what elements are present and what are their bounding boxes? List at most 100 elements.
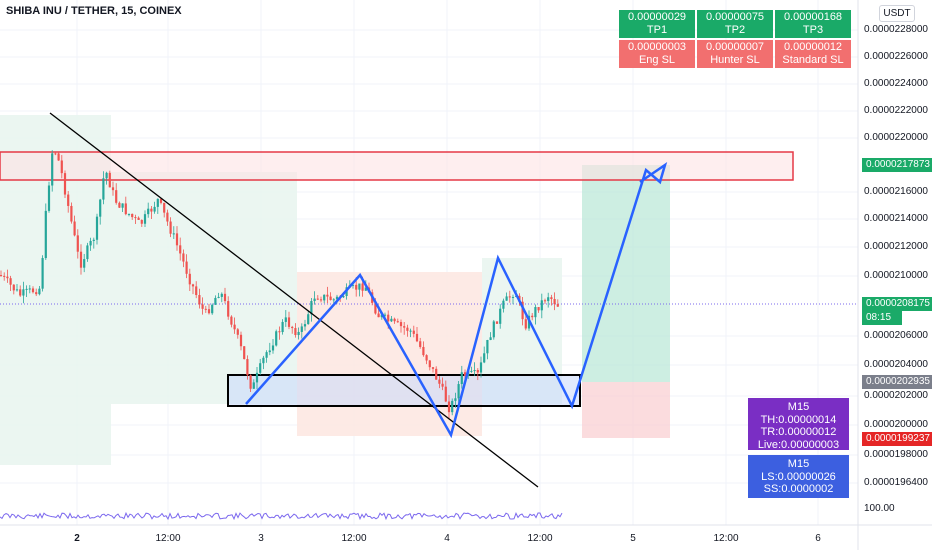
x-tick: 6: [815, 533, 821, 544]
candle-body: [41, 258, 44, 289]
y-tick: 0.0000204000: [864, 359, 928, 370]
candle-body: [406, 327, 409, 331]
candle-body: [495, 321, 499, 324]
tp1-label: TP1: [646, 24, 668, 36]
info-box-ls: LS:0.00000026: [761, 470, 836, 483]
candle-body: [188, 273, 191, 285]
candle-body: [403, 326, 406, 328]
candle-body: [124, 203, 127, 215]
candle-body: [0, 275, 3, 276]
candle-body: [447, 401, 451, 413]
candle-body: [441, 383, 444, 387]
y-tick: 0.0000228000: [864, 24, 928, 35]
candle-body: [60, 160, 63, 174]
eng-sl-value: 0.00000003: [627, 41, 687, 53]
candle-body: [534, 307, 537, 318]
candle-body: [150, 208, 153, 212]
candle-body: [316, 298, 319, 300]
y-tick: 0.0000206000: [864, 330, 928, 341]
candle-body: [89, 240, 92, 246]
candle-body: [79, 251, 83, 268]
y-tick: 0.0000198000: [864, 449, 928, 460]
candle-body: [127, 213, 131, 215]
info-box-th: TH:0.00000014: [760, 413, 837, 426]
candle-body: [31, 288, 35, 293]
eng-sl-label: Eng SL: [638, 54, 676, 66]
candle-body: [393, 318, 396, 322]
candle-body: [278, 331, 281, 333]
candle-body: [454, 398, 457, 401]
candle-body: [303, 324, 307, 327]
candle-body: [169, 221, 172, 234]
candle-body: [92, 239, 95, 241]
candle-body: [265, 352, 268, 358]
info-box-title: M15: [787, 401, 810, 413]
y-tick: 0.0000226000: [864, 51, 928, 62]
candle-body: [291, 326, 294, 329]
candle-body: [172, 233, 175, 235]
candle-body: [15, 289, 19, 291]
y-tick: 0.0000196400: [864, 477, 928, 488]
candle-body: [547, 297, 550, 302]
candle-body: [19, 289, 22, 296]
candle-body: [38, 288, 41, 295]
tp2-value: 0.00000075: [705, 11, 765, 23]
candle-body: [556, 304, 559, 307]
candle-body: [204, 308, 207, 310]
candle-body: [198, 295, 201, 305]
candle-body: [35, 292, 38, 295]
candle-body: [550, 297, 553, 300]
y-tick: 0.0000210000: [864, 270, 928, 281]
candle-body: [63, 173, 67, 195]
candle-body: [131, 213, 134, 218]
candle-body: [553, 299, 556, 305]
oscillator-line: [0, 511, 563, 521]
candle-body: [201, 304, 204, 309]
candle-body: [182, 253, 185, 262]
candle-body: [419, 341, 422, 347]
symbol-title[interactable]: SHIBA INU / TETHER, 15, COINEX: [6, 5, 182, 17]
zones: [0, 115, 794, 465]
price-label-tp: 0.0000217873: [862, 158, 932, 172]
candle-body: [217, 296, 220, 298]
hunter-sl-label: Hunter SL: [710, 54, 760, 66]
candle-body: [179, 245, 182, 254]
candle-body: [505, 296, 508, 301]
candle-body: [444, 386, 447, 402]
tp-sl-table: 0.00000029 TP1 0.00000075 TP2 0.00000168 TP…: [617, 8, 853, 70]
candle-body: [294, 328, 297, 336]
trend-line[interactable]: [49, 112, 539, 488]
x-tick: 12:00: [155, 533, 181, 544]
candle-body: [492, 321, 495, 338]
candle-body: [470, 370, 473, 372]
candle-body: [143, 214, 147, 224]
candle-body: [220, 293, 223, 297]
long-position-profit: [582, 165, 670, 382]
currency-button[interactable]: USDT: [879, 5, 915, 22]
candle-body: [425, 355, 428, 361]
y-tick: 0.0000222000: [864, 105, 928, 116]
price-label-entry: 0.0000202935: [862, 375, 932, 389]
candle-body: [323, 294, 326, 301]
candle-body: [355, 284, 358, 290]
candle-body: [483, 353, 486, 363]
candle-body: [342, 296, 345, 298]
candle-body: [499, 308, 502, 324]
info-box-ls-ss: M15 LS:0.00000026 SS:0.0000002: [748, 455, 849, 498]
candle-body: [262, 357, 265, 364]
candle-body: [297, 331, 300, 336]
candle-body: [390, 318, 393, 322]
candle-body: [271, 345, 275, 351]
x-tick: 12:00: [713, 533, 739, 544]
candle-body: [457, 384, 460, 399]
candle-body: [236, 329, 239, 335]
candle-body: [191, 284, 195, 287]
candle-body: [438, 379, 441, 384]
candle-body: [284, 317, 287, 322]
candle-body: [287, 317, 291, 327]
harmonic-pattern[interactable]: [245, 162, 668, 439]
candle-body: [22, 289, 25, 296]
info-box-threshold: M15 TH:0.00000014 TR:0.00000012 Live:0.0…: [748, 398, 849, 451]
candle-body: [166, 212, 169, 222]
